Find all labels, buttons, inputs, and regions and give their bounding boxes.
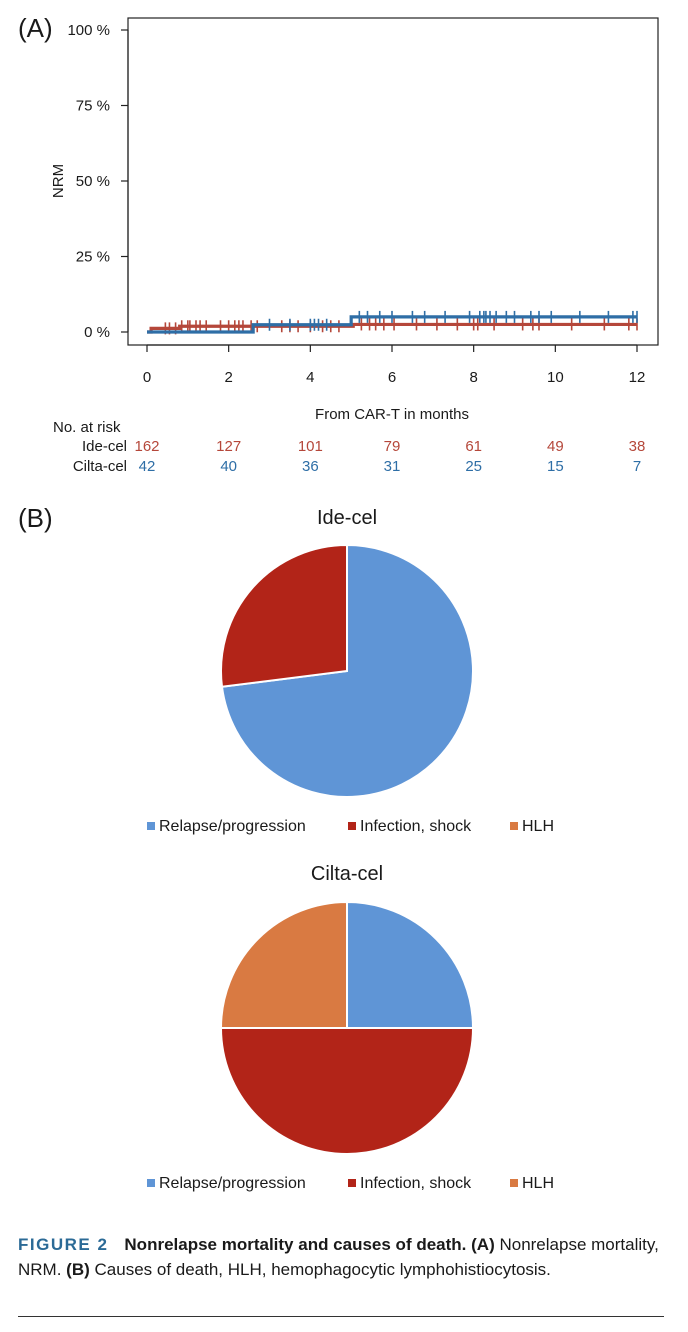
pie-title-cilta-cel: Cilta-cel <box>311 863 383 885</box>
legend-label-hlh: HLH <box>522 1175 554 1192</box>
risk-value-cilta-cel: 25 <box>465 458 482 475</box>
y-tick-label: 100 % <box>67 22 110 39</box>
pie-cilta-cel <box>219 900 475 1155</box>
pie-title-ide-cel: Ide-cel <box>317 507 377 529</box>
risk-row-label-ide-cel: Ide-cel <box>82 438 127 455</box>
x-tick-label: 6 <box>388 369 396 386</box>
risk-value-cilta-cel: 42 <box>139 458 156 475</box>
risk-value-ide-cel: 49 <box>547 438 564 455</box>
caption-figure-label: FIGURE 2 <box>18 1235 109 1254</box>
legend-swatch-hlh <box>510 822 518 830</box>
caption-rule <box>18 1316 664 1317</box>
risk-values: 162 127 101 79 61 49 38 42 40 36 31 25 15 7 <box>134 438 645 475</box>
pie-slice-infection-shock <box>219 1027 475 1155</box>
caption-b-marker: (B) <box>66 1260 90 1279</box>
y-tick-label: 25 % <box>76 249 110 266</box>
risk-value-ide-cel: 61 <box>465 438 482 455</box>
y-tick-label: 75 % <box>76 98 110 115</box>
x-axis-label: From CAR-T in months <box>315 406 469 423</box>
caption-title: Nonrelapse mortality and causes of death… <box>124 1235 467 1254</box>
risk-value-ide-cel: 79 <box>384 438 401 455</box>
legend-swatch-infection-shock <box>348 1179 356 1187</box>
x-tick-label: 12 <box>629 369 646 386</box>
risk-table: No. at risk Ide-cel Cilta-cel 162 127 101 7… <box>53 419 645 475</box>
legend-swatch-infection-shock <box>348 822 356 830</box>
pie-slice-hlh <box>219 900 348 1029</box>
legend-swatch-relapse-progression <box>147 1179 155 1187</box>
caption-b-text: Causes of death, HLH, hemophagocytic lym… <box>89 1260 551 1279</box>
panel-a-label: (A) <box>18 13 53 43</box>
pie-ide-cel <box>220 543 474 798</box>
risk-value-ide-cel: 38 <box>629 438 646 455</box>
y-tick-label: 0 % <box>84 324 110 341</box>
legend-label-relapse-progression: Relapse/progression <box>159 818 306 835</box>
risk-value-ide-cel: 101 <box>298 438 323 455</box>
x-tick-label: 8 <box>469 369 477 386</box>
risk-row-label-cilta-cel: Cilta-cel <box>73 458 127 475</box>
legend-ide-cel: Relapse/progression Infection, shock HLH <box>147 818 554 835</box>
risk-value-cilta-cel: 7 <box>633 458 641 475</box>
risk-value-cilta-cel: 36 <box>302 458 319 475</box>
caption-a-text: Nonrelapse mortality, NRM. <box>18 1235 659 1279</box>
risk-value-ide-cel: 162 <box>134 438 159 455</box>
legend-label-relapse-progression: Relapse/progression <box>159 1175 306 1192</box>
x-tick-label: 4 <box>306 369 314 386</box>
y-axis-label: NRM <box>50 164 67 198</box>
pie-slice-relapse-progression <box>346 900 475 1029</box>
y-tick-label: 50 % <box>76 173 110 190</box>
legend-swatch-hlh <box>510 1179 518 1187</box>
caption-a-marker: (A) <box>471 1235 495 1254</box>
panel-b-label: (B) <box>18 503 53 533</box>
pie-slice-infection-shock <box>220 543 348 688</box>
risk-value-ide-cel: 127 <box>216 438 241 455</box>
legend-label-hlh: HLH <box>522 818 554 835</box>
risk-table-header: No. at risk <box>53 419 121 436</box>
risk-value-cilta-cel: 31 <box>384 458 401 475</box>
x-tick-label: 10 <box>547 369 564 386</box>
x-tick-label: 2 <box>224 369 232 386</box>
legend-cilta-cel: Relapse/progression Infection, shock HLH <box>147 1175 554 1192</box>
legend-label-infection-shock: Infection, shock <box>360 818 472 835</box>
risk-value-cilta-cel: 15 <box>547 458 564 475</box>
x-tick-label: 0 <box>143 369 151 386</box>
plot-frame <box>127 17 659 346</box>
km-line-cilta-cel <box>147 315 637 334</box>
km-series <box>147 310 638 335</box>
legend-swatch-relapse-progression <box>147 822 155 830</box>
risk-value-cilta-cel: 40 <box>220 458 237 475</box>
legend-label-infection-shock: Infection, shock <box>360 1175 472 1192</box>
figure-caption: FIGURE 2 Nonrelapse mortality and causes … <box>18 1232 668 1282</box>
km-axes: 0 2 4 6 8 10 12 0 % 25 % 50 % 75 % 100 % <box>67 22 645 386</box>
km-plot: 0 2 4 6 8 10 12 0 % 25 % 50 % 75 % 100 % <box>67 17 659 386</box>
